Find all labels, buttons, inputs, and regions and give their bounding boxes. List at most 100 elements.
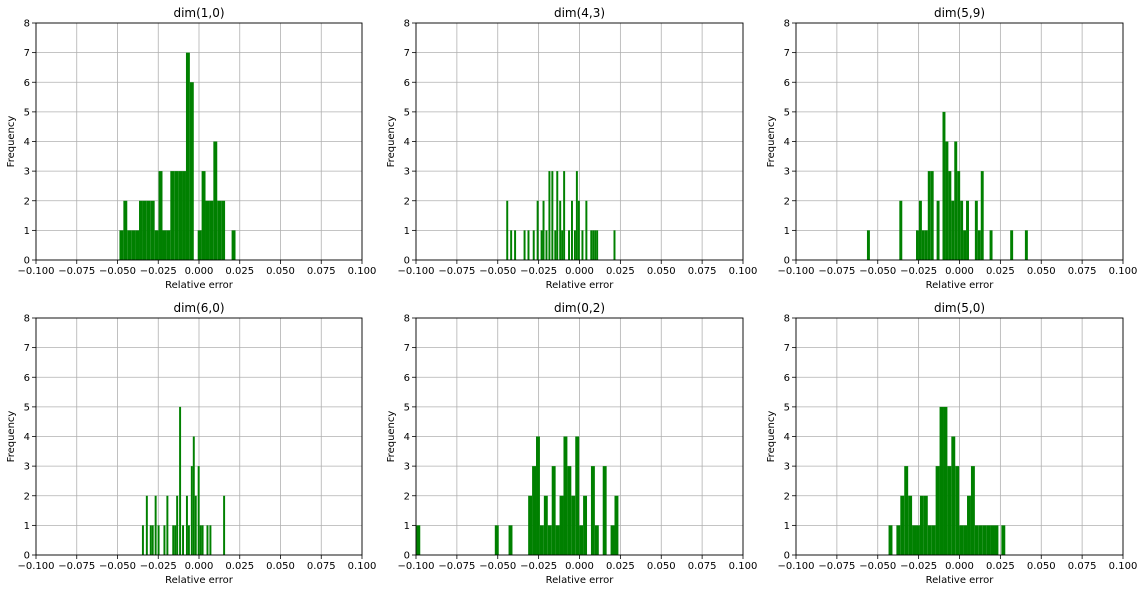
x-tick-label: −0.075 [58,561,95,572]
x-tick-label: 0.100 [1109,266,1138,277]
histogram-panel: −0.100 −0.075 −0.050 −0.025 0.000 0.025 0.050 0… [386,6,757,291]
x-tick-label: 0.025 [606,561,635,572]
x-tick-label: 0.050 [1027,561,1056,572]
histogram-bar [508,525,513,555]
x-tick-label: 0.075 [688,561,717,572]
y-tick-label: 1 [24,521,30,532]
histogram-bar [154,230,159,260]
histogram-bar [592,230,595,260]
histogram-bar [942,111,946,260]
y-tick-label: 8 [784,19,790,30]
histogram-bar [510,230,513,260]
histogram-bar [532,466,537,555]
y-tick-label: 4 [784,137,790,148]
histogram-bar [954,141,958,260]
histogram-bar [602,466,607,555]
x-tick-label: 0.100 [348,266,377,277]
y-tick-label: 7 [784,343,790,354]
histogram-bar [197,230,202,260]
x-tick-label: 0.050 [266,561,295,572]
x-tick-label: 0.000 [185,561,214,572]
y-tick-label: 3 [784,462,790,473]
histogram-bar [888,525,893,555]
y-tick-label: 0 [24,551,30,562]
histogram-bar [930,171,934,260]
histogram-bar [935,466,940,555]
x-tick-label: 0.000 [945,561,974,572]
histogram-bar [921,230,925,260]
histogram-bar [948,171,952,260]
histogram-bar [963,230,967,260]
histogram-bar [970,466,975,555]
y-tick-label: 6 [784,373,790,384]
histogram-bar [166,495,169,555]
histogram-bar [174,171,179,260]
histogram-bar [583,495,588,555]
y-axis-label: Frequency [6,116,17,168]
histogram-bar [179,406,182,555]
y-axis-label: Frequency [6,411,17,463]
histogram-bar [900,495,905,555]
x-tick-label: 0.025 [225,266,254,277]
x-tick-label: −0.050 [859,561,896,572]
histogram-bar [960,200,964,260]
histogram-panel: −0.100 −0.075 −0.050 −0.025 0.000 0.025 0.050 0… [386,301,757,586]
histogram-bar [563,436,568,555]
histogram-bar [1010,230,1014,260]
x-tick-label: 0.000 [565,561,594,572]
histogram-bar [927,171,931,260]
histogram-panel: −0.100 −0.075 −0.050 −0.025 0.000 0.025 0.050 0… [6,6,376,291]
x-tick-label: 0.100 [1109,561,1138,572]
y-tick-label: 4 [404,137,410,148]
histogram-bar [955,466,960,555]
y-tick-label: 0 [404,256,410,267]
histogram-bar [523,230,526,260]
x-tick-label: 0.025 [986,561,1015,572]
y-tick-label: 0 [24,256,30,267]
histogram-bar [559,495,564,555]
histogram-bar [585,200,588,260]
histogram-bar [577,200,580,260]
y-tick-label: 0 [784,551,790,562]
y-tick-label: 8 [24,19,30,30]
histogram-bar [594,525,599,555]
histogram-bar [146,200,151,260]
histogram-bar [923,495,928,555]
x-tick-label: −0.050 [99,266,136,277]
histogram-bar [145,495,148,555]
histogram-bar [573,230,576,260]
histogram-bar [185,495,188,555]
histogram-bar [986,525,991,555]
y-tick-label: 3 [784,167,790,178]
histogram-bar [551,171,554,260]
histogram-bar [548,171,551,260]
histogram-bar [209,200,214,260]
histogram-bar [967,495,971,555]
chart-title: dim(5,9) [934,6,985,20]
y-tick-label: 3 [24,462,30,473]
histogram-bar [131,230,136,260]
y-tick-label: 5 [24,402,30,413]
x-tick-label: −0.100 [397,266,434,277]
y-tick-label: 6 [24,78,30,89]
histogram-bar [555,525,560,555]
x-tick-label: 0.000 [565,266,594,277]
histogram-bar [1024,230,1028,260]
histogram-bar [590,230,593,260]
y-tick-label: 2 [24,491,30,502]
y-tick-label: 6 [404,373,410,384]
x-tick-label: 0.075 [307,561,336,572]
histogram-bar [506,200,509,260]
histogram-bar [947,466,952,555]
histogram-bar [990,525,995,555]
chart-title: dim(4,3) [554,6,605,20]
y-tick-label: 6 [24,373,30,384]
histogram-bar [135,230,140,260]
histogram-bar [201,171,206,260]
x-tick-label: −0.100 [397,561,434,572]
histogram-bar [916,230,919,260]
histogram-bar [570,200,573,260]
histogram-bar [217,200,222,260]
histogram-bar [527,230,530,260]
histogram-panel: −0.100 −0.075 −0.050 −0.025 0.000 0.025 0.050 0… [766,6,1137,291]
